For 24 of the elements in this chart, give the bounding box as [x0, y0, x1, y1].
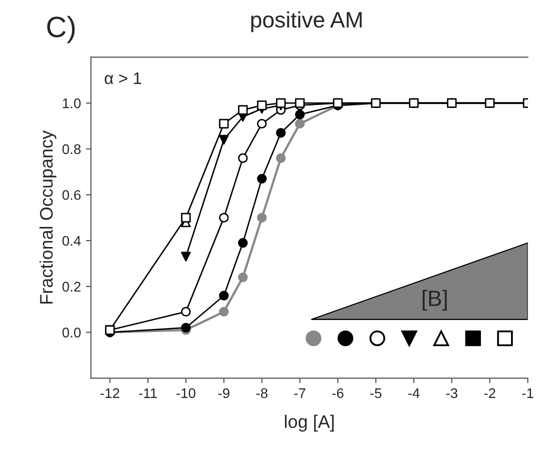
x-tick-label: -8	[256, 388, 268, 398]
y-tick-label: 0.6	[62, 190, 81, 200]
x-axis-title: log [A]	[284, 414, 334, 432]
text: C)	[47, 16, 75, 44]
annotation: [B]	[422, 290, 447, 311]
annotation: α > 1	[104, 72, 142, 84]
x-tick-label: -3	[446, 388, 458, 398]
x-tick-label: -2	[484, 388, 496, 398]
x-tick-label: -9	[218, 388, 230, 398]
y-axis-title: Fractional Occupancy	[40, 130, 56, 304]
x-tick-label: -6	[332, 388, 344, 398]
y-tick-label: 0.0	[62, 328, 81, 338]
x-tick-label: -7	[294, 388, 306, 398]
chart-title: positive AM	[251, 11, 362, 32]
y-tick-label: 0.4	[62, 236, 81, 246]
x-tick-label: -4	[408, 388, 420, 398]
y-tick-label: 0.2	[62, 282, 81, 292]
y-tick-label: 0.8	[62, 144, 81, 154]
x-tick-label: -5	[370, 388, 382, 398]
x-tick-label: -10	[176, 388, 196, 398]
x-tick-label: -12	[100, 388, 120, 398]
x-tick-label: -11	[138, 388, 157, 398]
y-tick-label: 1.0	[62, 98, 81, 108]
x-tick-label: -1	[522, 388, 534, 398]
